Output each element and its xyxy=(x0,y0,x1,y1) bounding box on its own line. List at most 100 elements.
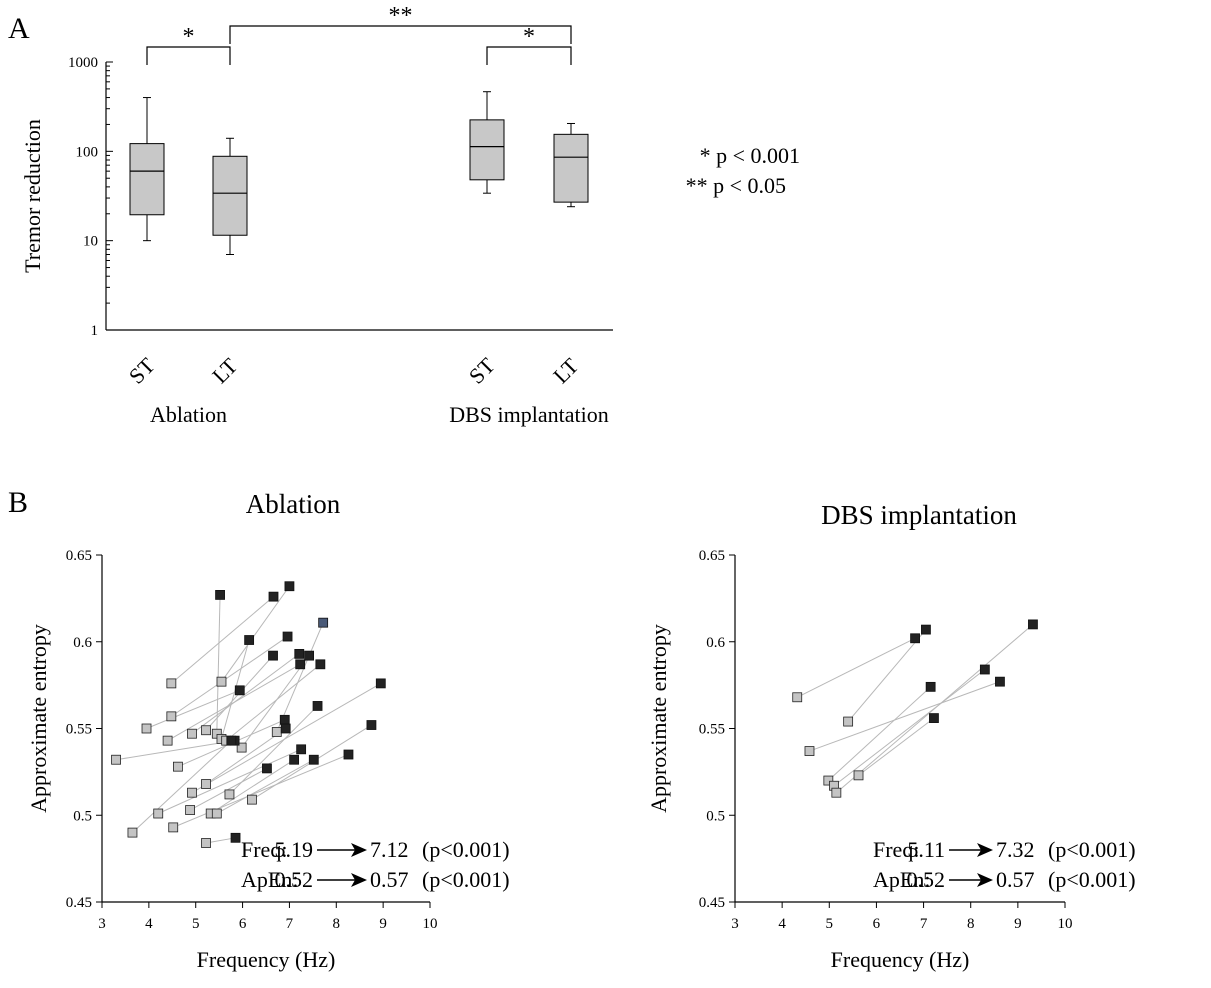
pair-connector xyxy=(836,624,1034,794)
point-late xyxy=(343,749,354,760)
point-late xyxy=(910,633,920,644)
point-late xyxy=(366,720,377,730)
point-early xyxy=(792,692,803,703)
annotation-arrow-icon xyxy=(977,873,993,887)
point-late xyxy=(244,635,255,645)
point-late xyxy=(295,659,306,670)
point-early xyxy=(236,742,247,753)
tremor-boxplot: 1 10 100 1000 Tremor reduction ST LT ST LT Ablati… xyxy=(20,3,613,427)
pair-connector xyxy=(205,728,286,785)
y-tick-label: 0.6 xyxy=(73,635,92,651)
point-late xyxy=(234,685,245,696)
annotation-freq-label: Freq: xyxy=(873,837,919,862)
annotation-freq-p: (p<0.001) xyxy=(1048,837,1136,862)
annotation-apen-label: ApEn: xyxy=(241,867,298,892)
y-tick-label: 0.5 xyxy=(706,808,725,824)
x-tick-label: 6 xyxy=(873,916,881,932)
point-late xyxy=(280,723,291,734)
annotation-freq-after: 7.32 xyxy=(996,837,1035,862)
x-tick-label: 4 xyxy=(778,916,786,932)
point-late xyxy=(318,617,329,628)
x-tick-label: 8 xyxy=(333,916,341,932)
annotation-apen-p: (p<0.001) xyxy=(422,867,510,892)
significance-bracket xyxy=(146,46,231,65)
point-late xyxy=(230,832,241,843)
y-tick-label: 0.55 xyxy=(699,722,725,738)
x-tick-label: 8 xyxy=(967,916,975,932)
point-early xyxy=(187,787,197,798)
point-early xyxy=(853,770,864,781)
group-label: Ablation xyxy=(150,402,227,427)
legend-single-star: * p < 0.001 xyxy=(700,143,800,168)
point-early xyxy=(211,808,222,819)
x-tick-label: 5 xyxy=(826,916,834,932)
point-early xyxy=(153,808,164,819)
point-late xyxy=(375,678,386,689)
x-axis-label: Frequency (Hz) xyxy=(197,947,336,972)
pair-connector xyxy=(189,767,268,811)
point-early xyxy=(141,723,152,734)
y-tick-label: 100 xyxy=(76,144,99,160)
y-tick-label: 0.6 xyxy=(706,635,725,651)
point-early xyxy=(247,794,257,805)
point-early xyxy=(185,805,195,815)
pair-connector xyxy=(797,637,916,698)
pair-connector xyxy=(158,748,302,814)
annotation-freq-p: (p<0.001) xyxy=(422,837,510,862)
x-tick-label: 4 xyxy=(145,916,153,932)
y-axis-label: Tremor reduction xyxy=(20,119,45,273)
point-early xyxy=(831,787,842,798)
annotation-freq-label: Freq: xyxy=(241,837,287,862)
point-late xyxy=(279,714,290,725)
x-tick-label: 9 xyxy=(1014,916,1022,932)
group-label: DBS implantation xyxy=(449,402,609,427)
significance-label: * xyxy=(523,24,535,50)
pair-connector xyxy=(173,754,349,828)
significance-label: * xyxy=(183,24,195,50)
point-early xyxy=(216,676,227,687)
point-early xyxy=(111,754,121,765)
point-late xyxy=(925,681,936,692)
y-tick-label: 0.45 xyxy=(66,895,92,911)
box xyxy=(212,155,248,236)
y-tick-label: 1 xyxy=(91,323,99,339)
y-tick-label: 10 xyxy=(83,234,98,250)
x-tick-label: 3 xyxy=(731,916,739,932)
point-early xyxy=(166,711,177,722)
point-late xyxy=(995,676,1005,687)
legend-double-star: ** p < 0.05 xyxy=(686,173,786,198)
point-early xyxy=(224,789,235,800)
x-tick-label: 10 xyxy=(423,916,438,932)
pair-connector xyxy=(191,682,382,794)
point-early xyxy=(804,746,815,756)
annotation-apen-after: 0.57 xyxy=(370,867,409,892)
pair-connector xyxy=(229,705,318,795)
x-tick-label: 9 xyxy=(379,916,387,932)
pair-connector xyxy=(828,686,931,781)
panel-label-a: A xyxy=(8,12,30,45)
x-tick-label: 7 xyxy=(920,916,928,932)
significance-label: ** xyxy=(389,3,413,29)
significance-bracket xyxy=(229,25,572,44)
point-late xyxy=(262,763,272,774)
y-axis-label: Approximate entropy xyxy=(26,624,51,813)
annotation-arrow-icon xyxy=(351,843,367,857)
box-category-label: ST xyxy=(124,352,160,388)
pair-connector xyxy=(191,653,300,735)
box xyxy=(553,133,589,203)
point-late xyxy=(294,648,305,659)
y-tick-label: 0.5 xyxy=(73,808,92,824)
point-late xyxy=(268,591,279,602)
point-early xyxy=(187,728,197,739)
chart-title: Ablation xyxy=(246,489,341,519)
box xyxy=(469,119,505,181)
y-tick-label: 0.65 xyxy=(66,548,92,564)
point-early xyxy=(201,779,211,789)
pair-connector xyxy=(146,689,240,729)
pair-connector xyxy=(276,622,324,733)
ablation-scatter: Ablation 0.45 0.5 0.55 0.6 0.65 3 4 5 6 7 8 9 10 Appro… xyxy=(26,489,510,972)
point-early xyxy=(168,822,179,833)
box-category-label: LT xyxy=(207,353,243,389)
point-late xyxy=(929,713,939,723)
pair-connector xyxy=(132,740,232,833)
